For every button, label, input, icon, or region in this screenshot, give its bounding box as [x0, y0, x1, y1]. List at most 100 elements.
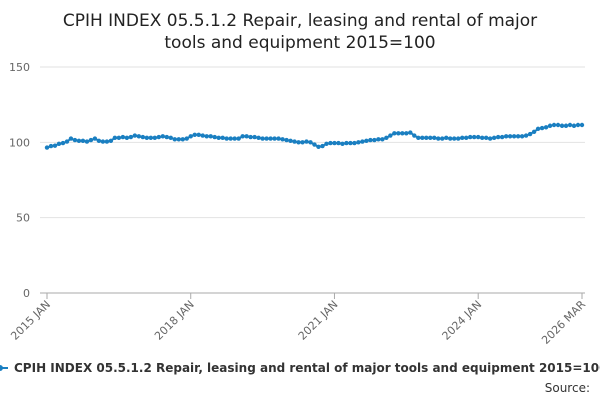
data-point: [571, 123, 577, 128]
data-point: [472, 134, 477, 140]
data-point: [487, 136, 493, 141]
data-point: [100, 139, 106, 144]
data-point: [252, 134, 257, 140]
data-point: [547, 123, 553, 128]
data-point: [212, 134, 217, 140]
data-point: [384, 135, 389, 141]
data-point: [160, 134, 165, 139]
data-point: [503, 134, 509, 139]
data-point: [116, 135, 122, 141]
data-point: [376, 137, 381, 142]
data-point: [248, 134, 253, 140]
legend-marker: [0, 365, 3, 371]
data-point: [527, 131, 533, 137]
source: Source:: [545, 381, 590, 395]
data-point: [432, 135, 437, 141]
data-point: [416, 135, 421, 141]
data-point: [288, 138, 293, 144]
data-point: [52, 143, 58, 148]
data-point: [567, 122, 573, 128]
data-point: [148, 135, 154, 141]
data-point: [444, 135, 449, 141]
data-point: [575, 122, 581, 128]
data-point: [368, 137, 373, 143]
data-point: [308, 140, 313, 145]
data-point: [224, 136, 229, 141]
data-point: [531, 129, 537, 134]
data-point: [48, 143, 54, 149]
data-point: [96, 138, 102, 144]
data-point: [452, 136, 457, 141]
data-point: [232, 136, 237, 141]
data-point: [72, 137, 78, 143]
data-point: [539, 125, 545, 131]
data-point: [436, 136, 441, 141]
chart-title: tools and equipment 2015=100: [164, 33, 435, 53]
data-point: [152, 135, 157, 141]
data-point: [499, 134, 505, 140]
data-point: [108, 138, 114, 144]
data-point: [276, 136, 281, 141]
data-point: [136, 134, 142, 139]
data-point: [511, 134, 517, 139]
data-point: [156, 134, 161, 140]
data-point: [523, 133, 529, 138]
data-point: [260, 136, 265, 141]
legend-label: CPIH INDEX 05.5.1.2 Repair, leasing and …: [14, 361, 600, 375]
data-point: [124, 135, 130, 141]
data-point: [268, 136, 273, 141]
data-point: [507, 134, 513, 139]
data-point: [216, 135, 221, 141]
data-point: [192, 132, 197, 137]
data-point: [348, 140, 353, 146]
data-point: [456, 136, 461, 141]
data-point: [464, 135, 469, 141]
data-point: [284, 137, 289, 143]
data-point: [515, 134, 521, 139]
data-point: [204, 134, 209, 139]
data-point: [352, 140, 357, 146]
data-point: [340, 141, 345, 147]
data-point: [244, 134, 249, 139]
data-point: [428, 135, 433, 141]
data-point: [344, 140, 349, 146]
data-point: [200, 133, 205, 138]
data-point: [188, 134, 193, 139]
data-point: [144, 135, 150, 141]
data-point: [132, 133, 138, 138]
data-point: [120, 134, 126, 140]
data-point: [180, 137, 185, 142]
x-tick-label: 2015 JAN: [8, 298, 53, 343]
data-point: [256, 135, 261, 141]
data-point: [312, 142, 317, 147]
data-point: [475, 134, 481, 140]
data-point: [320, 143, 325, 149]
data-point: [236, 136, 241, 141]
data-point: [88, 137, 94, 143]
data-point: [392, 131, 397, 136]
x-tick-label: 2021 JAN: [296, 298, 341, 343]
y-tick-label: 50: [16, 212, 30, 225]
y-tick-label: 150: [9, 61, 30, 74]
data-point: [448, 136, 453, 141]
x-tick-label: 2026 MAR: [539, 298, 588, 347]
data-point: [555, 122, 561, 128]
data-point: [336, 140, 341, 146]
data-point: [400, 131, 405, 136]
y-tick-label: 100: [9, 136, 30, 149]
x-tick-label: 2024 JAN: [440, 298, 485, 343]
data-point: [84, 139, 90, 144]
data-point: [332, 140, 337, 146]
data-point: [440, 136, 445, 141]
data-point: [420, 135, 425, 141]
data-point: [324, 141, 329, 147]
data-point: [112, 135, 118, 141]
data-point: [280, 137, 285, 142]
data-point: [300, 140, 305, 145]
data-point: [56, 141, 62, 147]
data-point: [468, 134, 473, 140]
chart-title: CPIH INDEX 05.5.1.2 Repair, leasing and …: [63, 11, 537, 31]
data-point: [68, 136, 74, 141]
